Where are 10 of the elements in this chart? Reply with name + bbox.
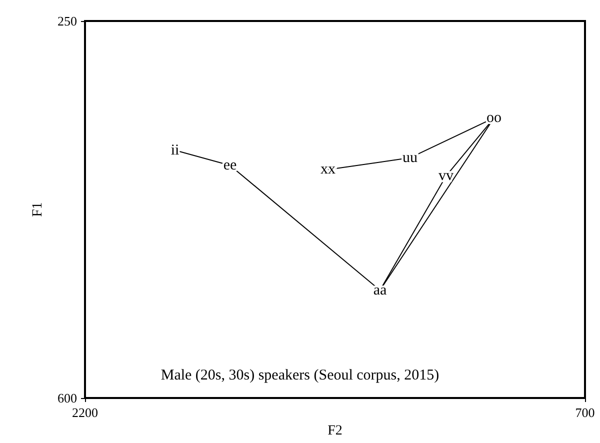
annotation: xx	[320, 162, 336, 178]
x-tick-label: 2200	[72, 405, 98, 420]
annotation: Male (20s, 30s) speakers (Seoul corpus, 2015)	[160, 368, 440, 384]
annotation: ii	[170, 142, 180, 158]
y-tick-label: 600	[58, 390, 77, 406]
y-tick-label: 250	[58, 14, 77, 28]
y-axis-title: F1	[30, 202, 46, 217]
x-tick-label: 700	[575, 405, 595, 420]
x-axis-title: F2	[328, 423, 342, 438]
annotation: aa	[373, 282, 387, 298]
